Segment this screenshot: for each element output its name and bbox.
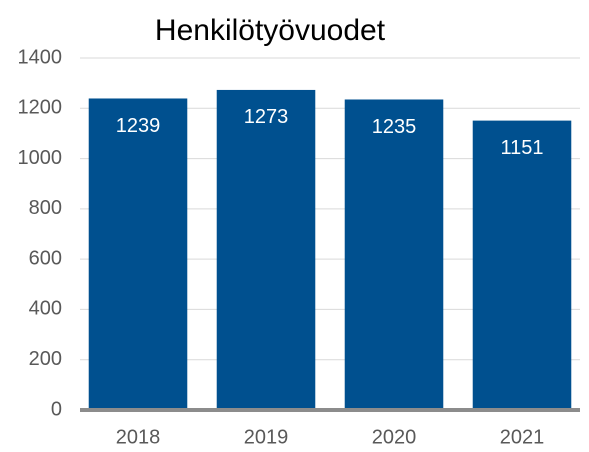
value-label: 1151: [500, 137, 543, 159]
value-label: 1273: [244, 106, 289, 128]
y-tick-label: 0: [51, 398, 62, 420]
bar: [88, 98, 188, 410]
x-tick-label: 2020: [372, 426, 417, 448]
y-tick-label: 1200: [18, 97, 63, 119]
y-tick-label: 800: [29, 197, 62, 219]
bar: [472, 120, 572, 410]
y-tick-label: 600: [29, 247, 62, 269]
y-tick-label: 1400: [18, 46, 63, 68]
x-tick-label: 2018: [116, 426, 161, 448]
value-label: 1235: [372, 116, 417, 138]
value-label: 1239: [116, 115, 161, 137]
bar: [216, 89, 316, 410]
x-tick-label: 2021: [500, 426, 545, 448]
y-tick-label: 1000: [18, 147, 63, 169]
chart-title: Henkilötyövuodet: [155, 14, 386, 47]
bar: [344, 99, 444, 410]
x-tick-label: 2019: [244, 426, 289, 448]
y-tick-label: 200: [29, 348, 62, 370]
y-tick-label: 400: [29, 298, 62, 320]
